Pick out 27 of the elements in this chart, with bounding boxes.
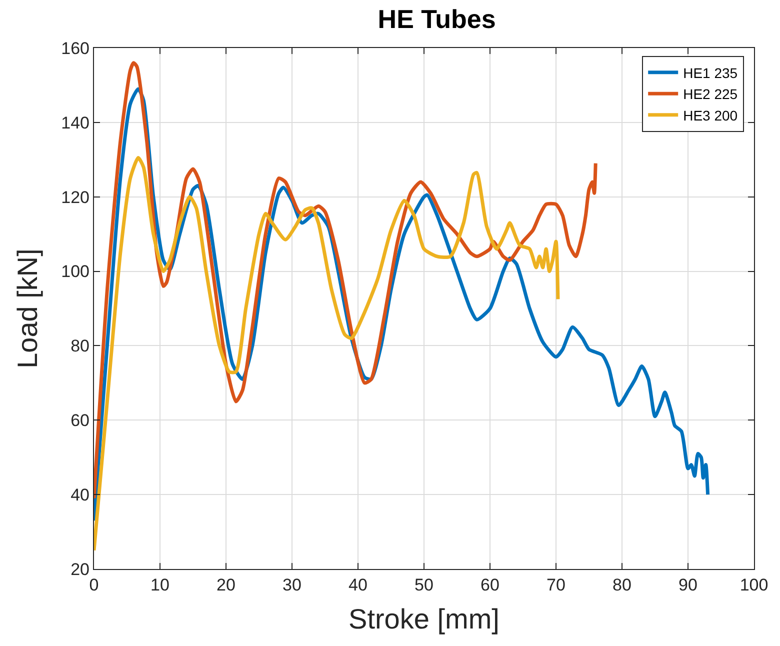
- y-tick-label: 60: [70, 411, 90, 430]
- y-tick-label: 20: [70, 560, 90, 579]
- x-tick-label: 40: [348, 576, 368, 594]
- y-tick-label: 140: [61, 113, 90, 132]
- x-tick-label: 50: [414, 576, 434, 594]
- legend-label: HE1 235: [683, 64, 738, 81]
- y-tick-label: 80: [70, 336, 90, 356]
- chart-title: HE Tubes: [378, 4, 496, 34]
- x-tick-label: 60: [480, 576, 500, 594]
- x-tick-label: 90: [678, 576, 698, 594]
- y-tick-label: 160: [61, 38, 90, 58]
- legend-label: HE2 225: [683, 86, 738, 102]
- y-tick-label: 100: [61, 262, 90, 282]
- line-series: [94, 156, 560, 552]
- y-tick-label: 120: [61, 188, 90, 207]
- x-tick-label: 80: [612, 576, 632, 594]
- x-tick-label: 30: [282, 576, 302, 594]
- x-tick-label: 20: [216, 576, 236, 594]
- x-tick-label: 0: [89, 576, 99, 594]
- y-tick-label: 40: [70, 486, 90, 505]
- line-series: [94, 61, 598, 500]
- legend-label: HE3 200: [683, 107, 738, 124]
- x-tick-label: 10: [150, 576, 170, 594]
- x-tick-label: 70: [546, 576, 566, 594]
- x-tick-label: 100: [740, 576, 768, 594]
- y-axis-title: Load [kN]: [12, 248, 43, 368]
- x-axis-title: Stroke [mm]: [348, 604, 500, 635]
